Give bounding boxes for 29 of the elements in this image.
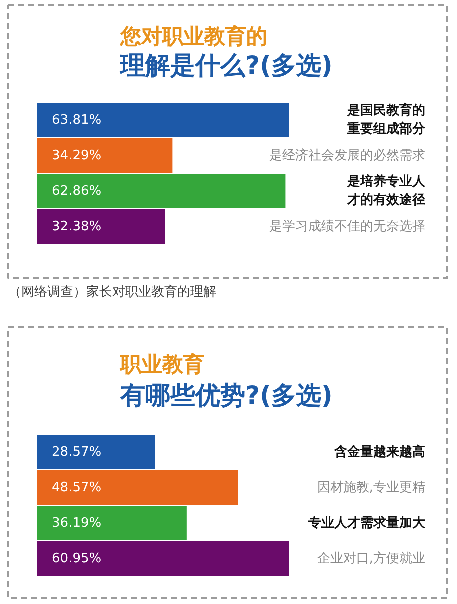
y-tick-label: 是国民教育的重要组成部分	[346, 102, 427, 138]
y-tick-label: 是培养专业人才的有效途径	[346, 173, 427, 208]
data-label: 32.38%	[52, 219, 102, 234]
chart-subtitle: 有哪些优势?(多选)	[119, 381, 333, 410]
data-label: 48.57%	[52, 480, 102, 496]
data-label: 60.95%	[52, 551, 102, 566]
bar	[37, 138, 173, 173]
bar	[37, 174, 286, 208]
chart-subtitle: 理解是什么?(多选)	[119, 51, 333, 80]
bar	[37, 210, 166, 244]
bar	[37, 506, 187, 540]
data-label: 63.81%	[52, 112, 102, 128]
data-label: 34.29%	[52, 148, 102, 164]
bar	[37, 470, 238, 505]
y-tick-label: 含金量越来越高	[334, 444, 426, 460]
bar	[37, 435, 156, 470]
chart-title: 您对职业教育的	[119, 24, 268, 48]
data-label: 28.57%	[52, 444, 102, 460]
y-tick-label: 是经济社会发展的必然需求	[270, 148, 426, 164]
y-tick-label: 专业人才需求量加大	[308, 514, 427, 531]
bar	[37, 542, 290, 576]
text: （网络调查）家长对职业教育的理解	[8, 284, 216, 300]
data-label: 62.86%	[52, 184, 102, 199]
data-label: 36.19%	[52, 516, 102, 531]
y-tick-label: 是学习成绩不佳的无奈选择	[270, 219, 426, 234]
bar	[37, 103, 290, 138]
chart-title: 职业教育	[119, 352, 204, 376]
y-tick-label: 企业对口,方便就业	[317, 550, 426, 566]
y-tick-label: 因材施教,专业更精	[317, 480, 426, 496]
